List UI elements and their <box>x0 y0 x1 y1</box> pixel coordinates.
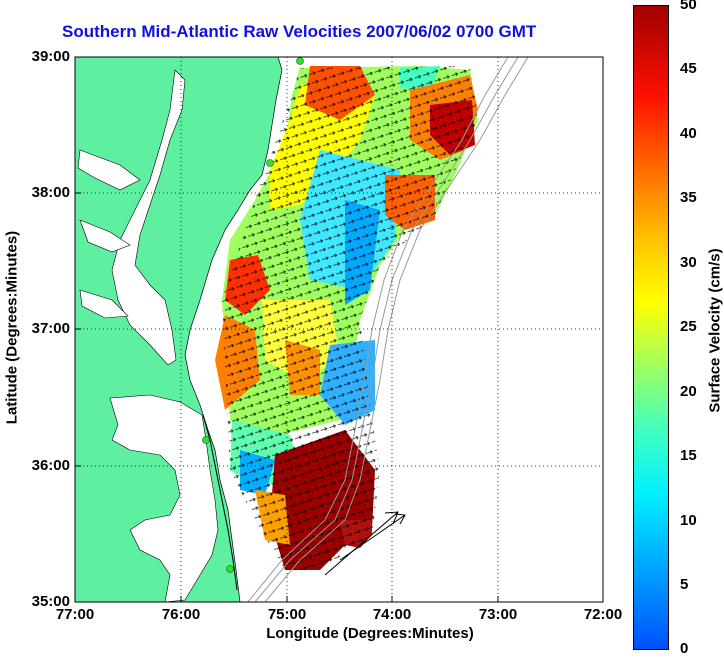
grid-lines <box>75 57 603 602</box>
y-axis-title: Latitude (Degrees:Minutes) <box>3 230 21 425</box>
colorbar-tick: 35 <box>680 189 697 206</box>
land-mass <box>75 57 283 602</box>
x-tick-label: 75:00 <box>267 606 307 623</box>
x-axis-title: Longitude (Degrees:Minutes) <box>266 625 474 642</box>
colorbar-tick: 0 <box>680 640 689 657</box>
map-title: Southern Mid-Atlantic Raw Velocities 200… <box>62 22 537 41</box>
colorbar-tick: 15 <box>680 447 697 464</box>
radar-stations <box>202 57 304 573</box>
colorbar-title: Surface Velocity (cm/s) <box>706 248 724 413</box>
station-marker <box>202 436 210 444</box>
station-marker <box>226 565 234 573</box>
y-tick-label: 38:00 <box>31 184 70 201</box>
x-tick-label: 76:00 <box>161 606 201 623</box>
x-tick-label: 73:00 <box>478 606 518 623</box>
y-tick-label: 35:00 <box>31 593 70 610</box>
bathymetry-contours <box>247 57 529 602</box>
colorbar-tick: 5 <box>680 576 689 593</box>
x-tick-label: 77:00 <box>55 606 95 623</box>
current-vectors <box>222 66 478 570</box>
colorbar-tick: 40 <box>680 125 697 142</box>
colorbar-tick: 45 <box>680 60 697 77</box>
chesapeake-bay <box>77 69 186 366</box>
colorbar-tick: 10 <box>680 512 697 529</box>
y-tick-label: 39:00 <box>31 48 70 65</box>
colorbar-tick: 25 <box>680 318 697 335</box>
x-tick-label: 74:00 <box>372 606 412 623</box>
station-marker <box>266 159 274 167</box>
x-tick-label: 72:00 <box>583 606 623 623</box>
colorbar-tick: 50 <box>680 0 697 13</box>
station-marker <box>296 57 304 65</box>
colorbar-tick: 30 <box>680 254 697 271</box>
colorbar-tick: 20 <box>680 383 697 400</box>
y-tick-label: 37:00 <box>31 320 70 337</box>
colorbar <box>633 5 669 650</box>
y-tick-label: 36:00 <box>31 457 70 474</box>
